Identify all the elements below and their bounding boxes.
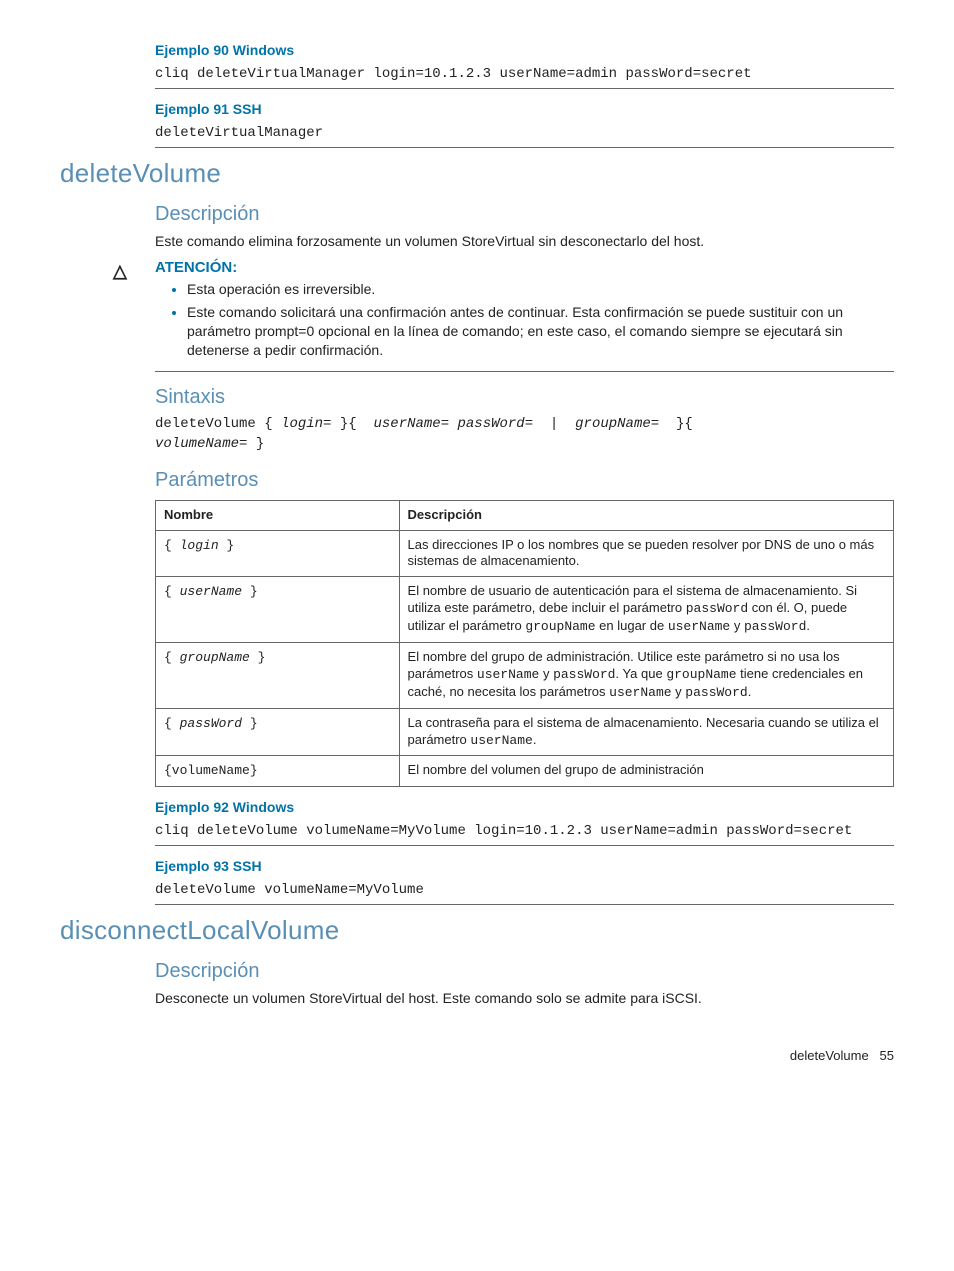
atencion-item: Este comando solicitará una confirmación… [187,303,894,360]
table-row: { login }Las direcciones IP o los nombre… [156,530,894,577]
param-name: {volumeName} [156,756,400,787]
param-desc: El nombre del grupo de administración. U… [399,642,893,708]
param-desc: El nombre del volumen del grupo de admin… [399,756,893,787]
deletevolume-heading: deleteVolume [60,158,894,189]
example-92-heading: Ejemplo 92 Windows [155,799,894,815]
table-row: {volumeName}El nombre del volumen del gr… [156,756,894,787]
sintaxis-text: deleteVolume { login= }{ userName= passW… [155,415,894,454]
param-desc: El nombre de usuario de autenticación pa… [399,577,893,643]
col-descripcion: Descripción [399,500,893,530]
caution-icon: △ [113,261,127,282]
atencion-heading: ATENCIÓN: [155,259,894,276]
atencion-list: Esta operación es irreversible. Este com… [155,280,894,373]
table-row: { passWord }La contraseña para el sistem… [156,708,894,756]
param-name: { userName } [156,577,400,643]
col-nombre: Nombre [156,500,400,530]
example-93-code: deleteVolume volumeName=MyVolume [155,878,894,905]
param-name: { groupName } [156,642,400,708]
example-90-code: cliq deleteVirtualManager login=10.1.2.3… [155,62,894,89]
descripcion2-text: Desconecte un volumen StoreVirtual del h… [155,989,894,1008]
example-93-heading: Ejemplo 93 SSH [155,858,894,874]
param-desc: La contraseña para el sistema de almacen… [399,708,893,756]
parametros-heading: Parámetros [155,469,894,492]
table-row: { userName }El nombre de usuario de aute… [156,577,894,643]
sintaxis-heading: Sintaxis [155,386,894,409]
example-91-code: deleteVirtualManager [155,121,894,148]
table-row: { groupName }El nombre del grupo de admi… [156,642,894,708]
page-footer: deleteVolume 55 [60,1048,894,1063]
parametros-table: Nombre Descripción { login }Las direccio… [155,500,894,788]
example-92-code: cliq deleteVolume volumeName=MyVolume lo… [155,819,894,846]
atencion-block: △ ATENCIÓN: Esta operación es irreversib… [155,259,894,373]
param-desc: Las direcciones IP o los nombres que se … [399,530,893,577]
descripcion-heading: Descripción [155,203,894,226]
example-90-heading: Ejemplo 90 Windows [155,42,894,58]
descripcion2-heading: Descripción [155,960,894,983]
param-name: { passWord } [156,708,400,756]
atencion-item: Esta operación es irreversible. [187,280,894,299]
param-name: { login } [156,530,400,577]
example-91-heading: Ejemplo 91 SSH [155,101,894,117]
descripcion-text: Este comando elimina forzosamente un vol… [155,232,894,251]
disconnectlocalvolume-heading: disconnectLocalVolume [60,915,894,946]
